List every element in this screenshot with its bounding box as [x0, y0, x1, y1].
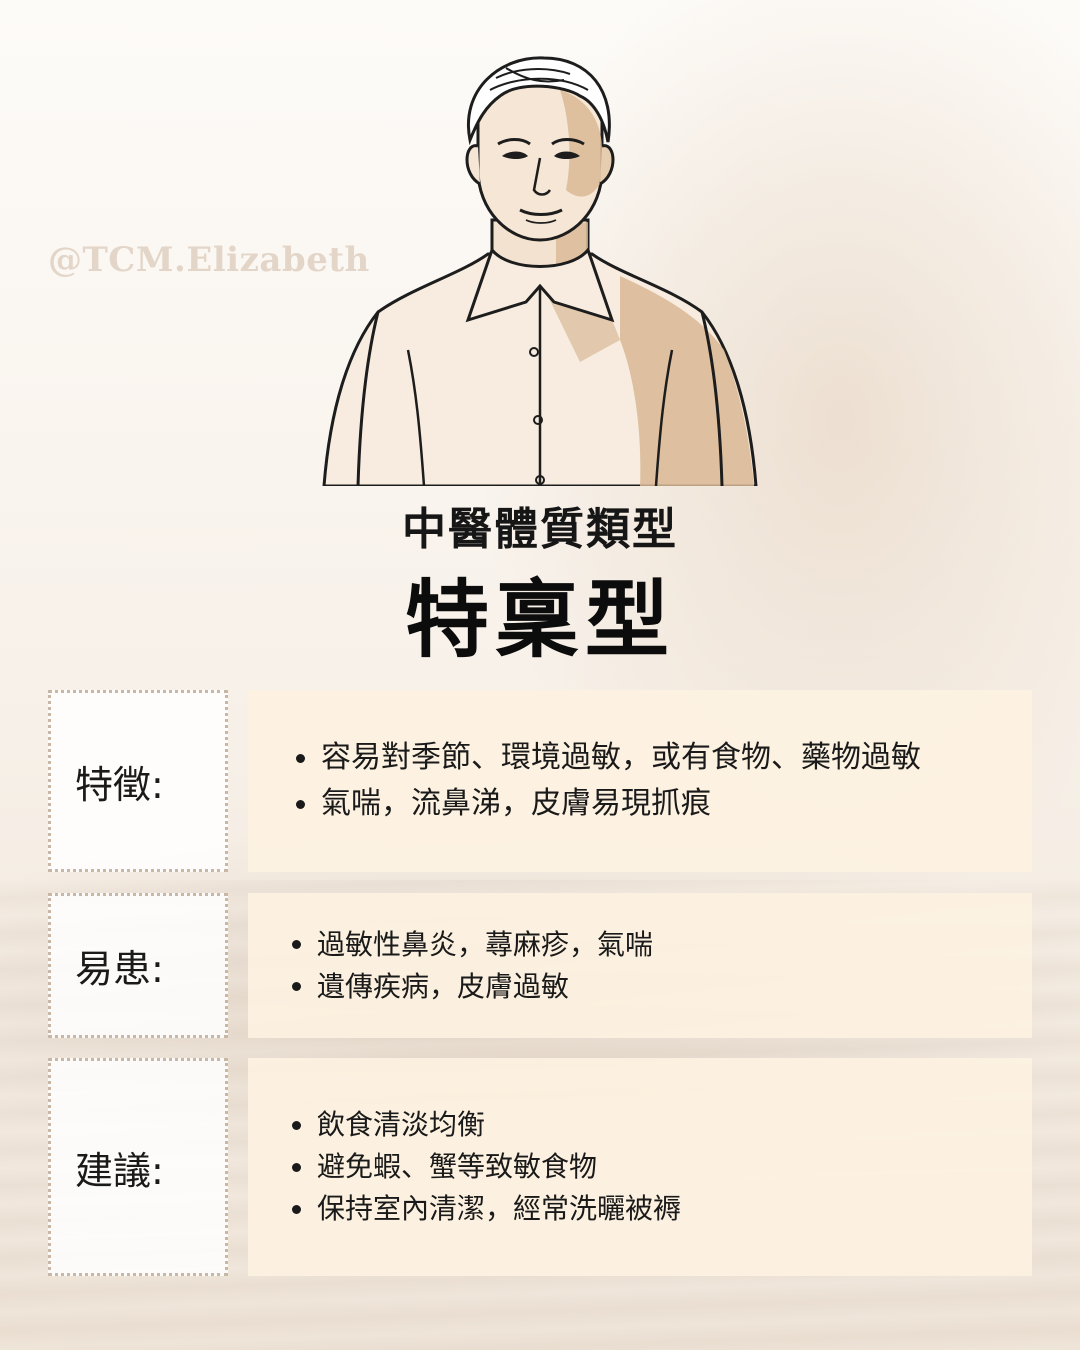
section-label: 易患: [75, 947, 164, 991]
list-item: 過敏性鼻炎，蕁麻疹，氣喘 [292, 924, 1032, 966]
list-item-text: 氣喘，流鼻涕，皮膚易現抓痕 [321, 786, 711, 821]
list-item-text: 飲食清淡均衡 [317, 1108, 486, 1141]
list-item: 氣喘，流鼻涕，皮膚易現抓痕 [296, 781, 1032, 827]
section-content: 飲食清淡均衡 避免蝦、蟹等致敏食物 保持室內清潔，經常洗曬被褥 [248, 1058, 1032, 1276]
section-label: 建議: [75, 1148, 164, 1193]
list-item: 飲食清淡均衡 [292, 1104, 1032, 1146]
list-item-text: 遺傳疾病，皮膚過敏 [317, 969, 570, 1003]
list-item-text: 避免蝦、蟹等致敏食物 [317, 1150, 598, 1183]
section-susceptible: 易患: 過敏性鼻炎，蕁麻疹，氣喘 遺傳疾病，皮膚過敏 [48, 893, 1032, 1038]
list-item: 避免蝦、蟹等致敏食物 [292, 1146, 1032, 1188]
bullet-dot-icon [292, 982, 301, 991]
list-item-text: 容易對季節、環境過敏，或有食物、藥物過敏 [321, 740, 921, 775]
man-portrait-illustration [322, 56, 758, 486]
bullet-dot-icon [292, 1120, 301, 1130]
list-item: 遺傳疾病，皮膚過敏 [292, 966, 1032, 1008]
title-block: 中醫體質類型 特稟型 [0, 500, 1080, 668]
list-item-text: 保持室內清潔，經常洗曬被褥 [317, 1192, 682, 1225]
list-item: 保持室內清潔，經常洗曬被褥 [292, 1188, 1032, 1230]
section-characteristics: 特徵: 容易對季節、環境過敏，或有食物、藥物過敏 氣喘，流鼻涕，皮膚易現抓痕 [48, 690, 1032, 872]
bullet-dot-icon [292, 1204, 301, 1214]
bullet-dot-icon [292, 1162, 301, 1172]
section-content: 容易對季節、環境過敏，或有食物、藥物過敏 氣喘，流鼻涕，皮膚易現抓痕 [248, 690, 1032, 872]
section-label: 特徵: [75, 762, 164, 807]
page-subtitle: 中醫體質類型 [402, 504, 678, 555]
bullet-dot-icon [296, 753, 305, 763]
watermark: @TCM.Elizabeth [48, 240, 370, 280]
section-label-box: 特徵: [48, 690, 228, 872]
list-item-text: 過敏性鼻炎，蕁麻疹，氣喘 [317, 927, 654, 961]
section-advice: 建議: 飲食清淡均衡 避免蝦、蟹等致敏食物 保持室內清潔，經常洗曬被褥 [48, 1058, 1032, 1276]
bullet-dot-icon [292, 940, 301, 949]
section-label-box: 建議: [48, 1058, 228, 1276]
list-item: 容易對季節、環境過敏，或有食物、藥物過敏 [296, 735, 1032, 781]
section-label-box: 易患: [48, 893, 228, 1038]
bullet-dot-icon [296, 799, 305, 809]
section-content: 過敏性鼻炎，蕁麻疹，氣喘 遺傳疾病，皮膚過敏 [248, 893, 1032, 1038]
page-title: 特稟型 [404, 571, 675, 669]
